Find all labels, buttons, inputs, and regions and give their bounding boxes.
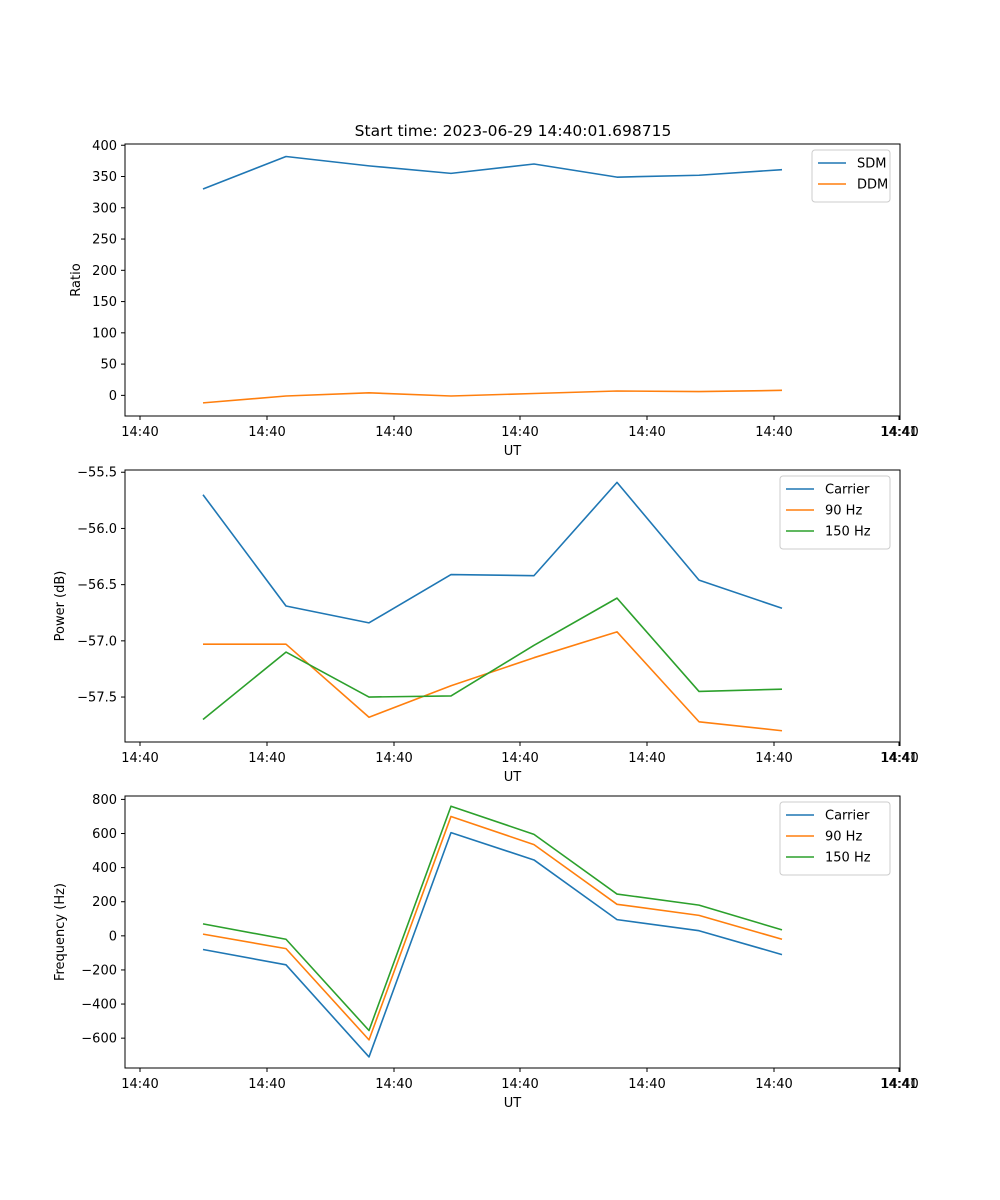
x-tick-label: 14:40 <box>881 425 918 440</box>
x-tick-label: 14:40 <box>881 751 918 766</box>
x-tick-label: 14:40 <box>248 1077 285 1092</box>
y-tick-label: 400 <box>92 139 117 154</box>
x-tick-label: 14:40 <box>755 751 792 766</box>
x-tick-label: 14:40 <box>628 751 665 766</box>
legend-label: Carrier <box>825 809 870 824</box>
legend-label: SDM <box>857 157 886 172</box>
legend-label: Carrier <box>825 483 870 498</box>
y-axis-label: Frequency (Hz) <box>53 883 68 981</box>
legend-label: 90 Hz <box>825 830 862 845</box>
series-line <box>202 155 783 190</box>
x-tick-label: 14:40 <box>501 425 538 440</box>
y-tick-label: 250 <box>92 233 117 248</box>
y-tick-label: −57.5 <box>77 691 117 706</box>
y-tick-label: 350 <box>92 170 117 185</box>
legend: Carrier 90 Hz 150 Hz <box>779 475 891 550</box>
x-tick-label: 14:40 <box>755 425 792 440</box>
legend-label: 150 Hz <box>825 851 871 866</box>
x-tick-label: 14:40 <box>248 425 285 440</box>
y-axis-label: Ratio <box>69 263 84 296</box>
plot-frame <box>124 469 901 743</box>
plot-frame <box>124 795 901 1069</box>
series-line <box>203 631 783 732</box>
x-tick-label: 14:40 <box>121 751 158 766</box>
x-tick-label: 14:40 <box>375 1077 412 1092</box>
x-tick-label: 14:41 <box>880 425 917 440</box>
chart-panel: 14:40 14:40 14:40 14:40 14:40 14:40 14:4014:41… <box>53 466 919 785</box>
y-tick-label: 200 <box>92 264 117 279</box>
y-tick-label: 50 <box>100 358 117 373</box>
y-tick-label: −600 <box>81 1032 117 1047</box>
x-tick-label: 14:40 <box>375 425 412 440</box>
y-tick-label: 0 <box>109 929 117 944</box>
series-line <box>202 805 783 1032</box>
y-tick-label: −55.5 <box>77 466 117 481</box>
series-line <box>202 831 783 1058</box>
y-tick-label: 600 <box>92 827 117 842</box>
series-line <box>202 597 783 721</box>
x-tick-label: 14:41 <box>880 751 917 766</box>
series-line <box>202 389 783 404</box>
figure-title: Start time: 2023-06-29 14:40:01.698715 <box>355 122 672 140</box>
y-tick-label: −56.0 <box>77 522 117 537</box>
x-tick-label: 14:40 <box>121 1077 158 1092</box>
series-line <box>202 481 783 624</box>
y-tick-label: 800 <box>92 793 117 808</box>
x-tick-label: 14:41 <box>880 1077 917 1092</box>
y-tick-label: 150 <box>92 295 117 310</box>
x-tick-label: 14:40 <box>501 751 538 766</box>
y-tick-label: 200 <box>92 895 117 910</box>
legend-label: 90 Hz <box>825 504 862 519</box>
plot-frame <box>124 143 901 417</box>
legend-label: DDM <box>857 178 888 193</box>
y-tick-label: −400 <box>81 998 117 1013</box>
y-tick-label: −56.5 <box>77 578 117 593</box>
x-tick-label: 14:40 <box>501 1077 538 1092</box>
y-axis-label: Power (dB) <box>53 571 68 642</box>
legend: Carrier 90 Hz 150 Hz <box>779 801 891 876</box>
y-tick-label: 300 <box>92 201 117 216</box>
y-tick-label: 400 <box>92 861 117 876</box>
chart-panel: 14:40 14:40 14:40 14:40 14:40 14:40 14:4014:41… <box>69 139 919 459</box>
x-tick-label: 14:40 <box>881 1077 918 1092</box>
legend: SDM DDM <box>811 149 891 203</box>
y-tick-label: −200 <box>81 963 117 978</box>
y-tick-label: 0 <box>109 389 117 404</box>
panels: 14:40 14:40 14:40 14:40 14:40 14:40 14:4014:41… <box>53 139 919 1111</box>
x-tick-label: 14:40 <box>628 425 665 440</box>
x-axis-label: UT <box>504 770 522 785</box>
series-line <box>202 815 783 1041</box>
chart-panel: 14:40 14:40 14:40 14:40 14:40 14:40 14:4014:41… <box>53 793 919 1111</box>
x-tick-label: 14:40 <box>375 751 412 766</box>
y-tick-label: −57.0 <box>77 634 117 649</box>
x-tick-label: 14:40 <box>121 425 158 440</box>
x-tick-label: 14:40 <box>755 1077 792 1092</box>
legend-label: 150 Hz <box>825 525 871 540</box>
x-tick-label: 14:40 <box>628 1077 665 1092</box>
x-axis-label: UT <box>504 1096 522 1111</box>
y-tick-label: 100 <box>92 326 117 341</box>
x-axis-label: UT <box>504 444 522 459</box>
x-tick-label: 14:40 <box>248 751 285 766</box>
